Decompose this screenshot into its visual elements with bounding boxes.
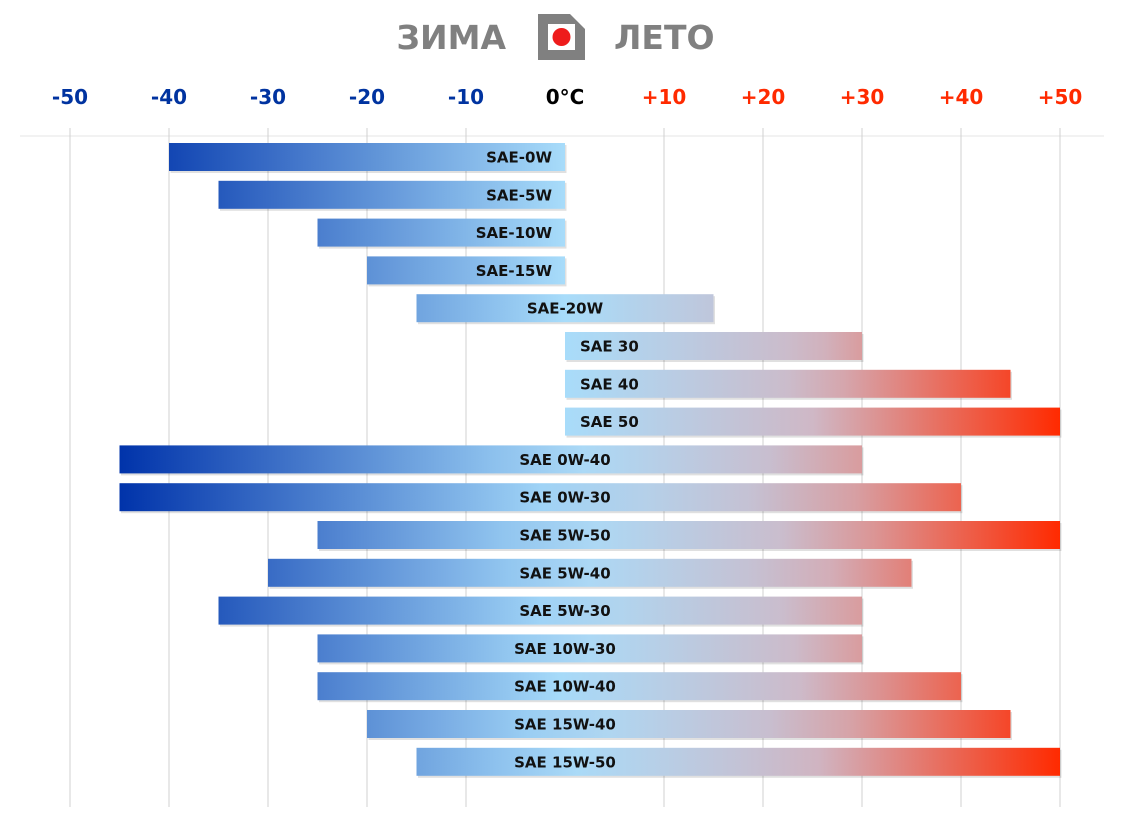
bar <box>169 143 565 171</box>
bar-label: SAE 40 <box>580 375 639 393</box>
bar <box>416 294 714 323</box>
bar <box>218 596 862 625</box>
bar-label: SAE 15W-40 <box>514 716 616 734</box>
winter-label: ЗИМА <box>397 18 507 57</box>
x-tick-label: +30 <box>840 85 885 109</box>
x-tick-label: 0°C <box>546 85 585 109</box>
x-tick-label: -30 <box>250 85 286 109</box>
bar <box>565 369 1011 398</box>
x-tick-label: +10 <box>642 85 687 109</box>
bar <box>119 445 862 474</box>
bar-label: SAE 30 <box>580 338 639 356</box>
x-tick-label: -40 <box>151 85 187 109</box>
bar <box>367 710 1011 738</box>
bar <box>317 218 565 247</box>
bar <box>317 672 961 701</box>
bar <box>565 332 862 360</box>
x-tick-label: -50 <box>52 85 88 109</box>
bar-label: SAE 50 <box>580 413 639 431</box>
bar <box>268 558 912 587</box>
x-tick-label: -10 <box>448 85 484 109</box>
x-tick-label: +40 <box>939 85 984 109</box>
bar-label: SAE 10W-40 <box>514 678 616 696</box>
x-axis-ticks: -50 -40 -30 -20 -10 0°C +10 +20 +30 +40 +50 <box>52 85 1082 109</box>
bar-label: SAE-0W <box>486 149 552 167</box>
x-tick-label: -20 <box>349 85 385 109</box>
bar <box>565 407 1060 436</box>
x-tick-label: +50 <box>1038 85 1083 109</box>
chart-header: ЗИМА ЛЕТО <box>397 14 715 60</box>
bar-label: SAE 5W-50 <box>519 527 610 545</box>
bar-label: SAE-10W <box>476 224 553 242</box>
bar <box>367 256 565 285</box>
bar-label: SAE 5W-40 <box>519 564 610 582</box>
bar <box>416 747 1060 776</box>
thermostat-logo-icon <box>538 14 585 60</box>
bars: SAE-0W SAE-5W SAE-10W SAE-15W SAE-20W SAE 30 S… <box>119 143 1062 778</box>
bar-label: SAE-15W <box>476 262 553 280</box>
bar-label: SAE-5W <box>486 186 552 204</box>
bar-label: SAE 0W-40 <box>519 451 610 469</box>
bar <box>218 180 565 209</box>
bar-label: SAE 0W-30 <box>519 489 610 507</box>
bar-label: SAE 5W-30 <box>519 602 610 620</box>
bar-label: SAE-20W <box>527 300 604 318</box>
bar-label: SAE 10W-30 <box>514 640 616 658</box>
bar-label: SAE 15W-50 <box>514 753 616 771</box>
bar <box>119 483 961 512</box>
x-tick-label: +20 <box>741 85 786 109</box>
summer-label: ЛЕТО <box>614 18 715 57</box>
bar <box>317 521 1060 549</box>
bar <box>317 634 862 663</box>
